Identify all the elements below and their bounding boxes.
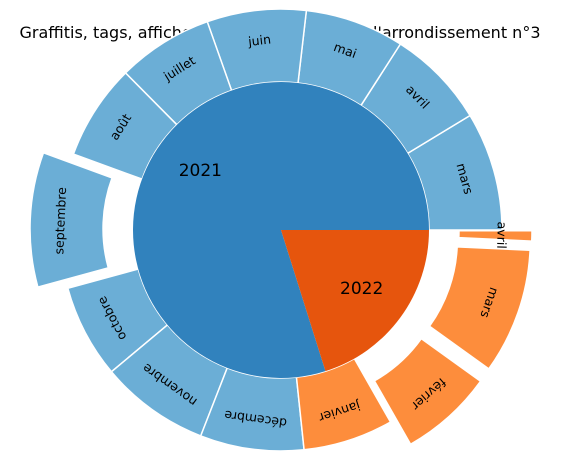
outer-wedge-mars-2022 bbox=[428, 246, 531, 370]
outer-wedge-avril-2022 bbox=[458, 229, 533, 242]
inner-ring bbox=[133, 82, 429, 378]
inner-wedge-2022 bbox=[281, 230, 429, 372]
outer-ring bbox=[29, 8, 533, 452]
outer-wedge-septembre-2021 bbox=[29, 151, 114, 288]
month-label-juin-2021: juin bbox=[246, 31, 271, 49]
month-label-avril-2022: avril bbox=[494, 221, 510, 249]
year-label-2022: 2022 bbox=[340, 279, 383, 299]
year-label-2021: 2021 bbox=[179, 161, 222, 181]
month-label-mai-2021: mai bbox=[332, 39, 359, 61]
month-label-septembre-2021: septembre bbox=[51, 186, 69, 254]
outer-wedge-fevrier-2022 bbox=[373, 337, 482, 446]
